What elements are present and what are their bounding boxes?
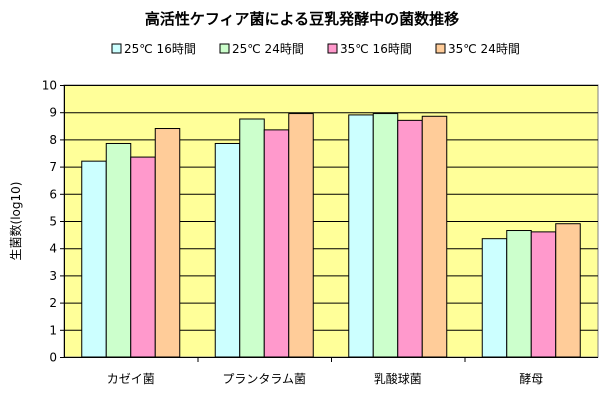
x-category-label: プランタラム菌 (222, 372, 306, 386)
y-tick-label: 7 (49, 160, 57, 174)
bar (506, 230, 532, 358)
y-axis-label: 生菌数(log10) (8, 182, 23, 261)
legend-label: 25℃ 24時間 (232, 42, 304, 56)
bar (81, 160, 107, 358)
x-category-label: カゼイ菌 (107, 372, 155, 386)
bar (372, 113, 399, 358)
bar (263, 129, 290, 358)
bar (130, 156, 156, 358)
y-tick-label: 2 (49, 296, 57, 310)
legend: 25℃ 16時間 25℃ 24時間 35℃ 16時間 35℃ 24時間 (111, 42, 520, 56)
y-tick-label: 1 (49, 323, 57, 337)
legend-swatch (327, 43, 338, 54)
legend-swatch (111, 43, 122, 54)
chart-title: 高活性ケフィア菌による豆乳発酵中の菌数推移 (145, 10, 459, 28)
y-axis: 0 1 2 3 4 5 6 7 8 9 10 (42, 79, 65, 365)
y-tick-label: 9 (49, 106, 57, 120)
x-category-label: 酵母 (519, 372, 543, 386)
y-tick-label: 3 (49, 269, 57, 283)
bar (239, 118, 265, 358)
y-tick-label: 10 (42, 79, 57, 93)
legend-swatch (219, 43, 230, 54)
legend-swatch (435, 43, 446, 54)
bar (421, 115, 448, 358)
bar (154, 128, 181, 358)
bar (105, 142, 132, 358)
bar (214, 142, 241, 358)
bar (481, 238, 508, 358)
bar (288, 113, 314, 358)
x-category-label: 乳酸球菌 (374, 371, 422, 386)
y-tick-label: 4 (49, 242, 57, 256)
x-axis: カゼイ菌 プランタラム菌 乳酸球菌 酵母 (64, 357, 598, 386)
bar (530, 231, 557, 358)
legend-label: 35℃ 16時間 (340, 42, 412, 56)
bar (555, 223, 581, 358)
legend-label: 25℃ 16時間 (124, 42, 196, 56)
y-tick-label: 0 (49, 351, 57, 365)
bar (348, 114, 374, 358)
bar (397, 119, 423, 358)
legend-label: 35℃ 24時間 (448, 42, 520, 56)
y-tick-label: 6 (49, 187, 57, 201)
y-tick-label: 8 (49, 133, 57, 147)
y-tick-label: 5 (49, 215, 57, 229)
